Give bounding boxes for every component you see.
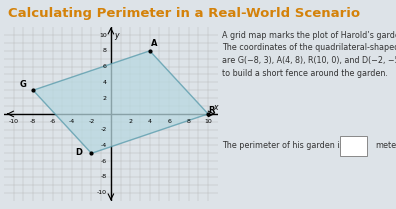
Polygon shape — [33, 51, 208, 153]
Text: 10: 10 — [99, 33, 107, 38]
Text: ▾: ▾ — [361, 144, 364, 149]
Text: -2: -2 — [88, 119, 95, 124]
Text: -8: -8 — [30, 119, 36, 124]
Text: Calculating Perimeter in a Real-World Scenario: Calculating Perimeter in a Real-World Sc… — [8, 7, 360, 20]
Text: 4: 4 — [148, 119, 152, 124]
Text: D: D — [75, 148, 82, 157]
Text: 8: 8 — [187, 119, 190, 124]
Text: The perimeter of his garden is: The perimeter of his garden is — [222, 141, 343, 150]
Text: x: x — [213, 103, 217, 112]
Text: y: y — [114, 31, 118, 40]
Text: 6: 6 — [103, 64, 107, 69]
Text: -6: -6 — [50, 119, 55, 124]
Text: -4: -4 — [101, 143, 107, 148]
FancyBboxPatch shape — [340, 136, 367, 155]
Text: 10: 10 — [204, 119, 212, 124]
Text: 2: 2 — [103, 96, 107, 101]
Text: A grid map marks the plot of Harold’s garden in meters.
The coordinates of the q: A grid map marks the plot of Harold’s ga… — [222, 31, 396, 78]
Text: 2: 2 — [128, 119, 132, 124]
Text: -8: -8 — [101, 175, 107, 180]
Text: G: G — [20, 80, 27, 89]
Text: -4: -4 — [69, 119, 75, 124]
Text: -6: -6 — [101, 159, 107, 164]
Text: R: R — [209, 106, 215, 115]
Text: 8: 8 — [103, 48, 107, 53]
Text: -2: -2 — [101, 127, 107, 132]
Text: 6: 6 — [167, 119, 171, 124]
Text: meters.: meters. — [375, 141, 396, 150]
Text: -10: -10 — [97, 190, 107, 195]
Text: A: A — [151, 40, 158, 48]
Text: 4: 4 — [103, 80, 107, 85]
Text: -10: -10 — [9, 119, 19, 124]
